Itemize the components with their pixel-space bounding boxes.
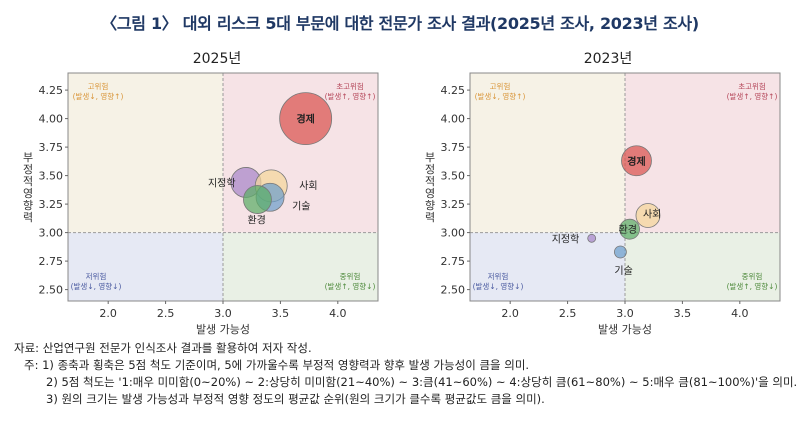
y-tick-label: 4.00 [39, 113, 64, 126]
quadrant-low-risk [68, 232, 223, 301]
x-tick-label: 2.5 [157, 307, 175, 320]
bubble-label-지정학: 지정학 [552, 233, 580, 245]
x-tick-label: 3.0 [616, 307, 634, 320]
quadrant-label-bottom_left: 저위험 [86, 272, 107, 281]
bubble-label-사회: 사회 [643, 209, 661, 221]
bubble-label-환경: 환경 [619, 223, 637, 236]
bubble-label-환경: 환경 [247, 214, 265, 227]
quadrant-label-top_right: 초고위험 [336, 82, 364, 91]
y-tick-label: 3.75 [441, 141, 466, 154]
x-axis-label: 발생 가능성 [196, 323, 250, 336]
bubble-label-지정학: 지정학 [208, 177, 236, 189]
quadrant-medium-risk [625, 232, 780, 301]
x-tick-label: 2.0 [99, 307, 117, 320]
quadrant-label-top_left: 고위험 [490, 82, 511, 91]
x-tick-label: 4.0 [731, 307, 749, 320]
quadrant-sublabel-top_left: (발생↓, 영향↑) [475, 91, 526, 101]
bubble-환경 [619, 218, 640, 240]
quadrant-sublabel-bottom_left: (발생↓, 영향↓) [473, 281, 524, 291]
bubble-charts: 고위험(발생↓, 영향↑)초고위험(발생↑, 영향↑)저위험(발생↓, 영향↓)… [23, 72, 781, 336]
quadrant-label-bottom_right: 중위험 [742, 272, 763, 281]
bubble-환경 [243, 185, 272, 214]
source-note: 자료: 산업연구원 전문가 인식조사 결과를 활용하여 저자 작성. [14, 341, 312, 355]
y-tick-label: 2.50 [39, 284, 64, 297]
bubble-label-경제: 경제 [627, 155, 645, 168]
quadrant-sublabel-bottom_right: (발생↑, 영향↓) [727, 281, 778, 291]
quadrant-label-bottom_left: 저위험 [488, 272, 509, 281]
bubble-경제 [621, 145, 652, 177]
chart-title-2025: 2025년 [192, 51, 242, 67]
y-tick-label: 4.00 [441, 113, 466, 126]
y-tick-label: 2.75 [441, 255, 466, 268]
note-3: 3) 원의 크기는 발생 가능성과 부정적 영향 정도의 평균값 순위(원의 크… [46, 392, 545, 406]
quadrant-label-top_left: 고위험 [88, 82, 109, 91]
bubble-label-기술: 기술 [614, 265, 632, 277]
y-tick-label: 3.75 [39, 141, 64, 154]
figure-title: 〈그림 1〉 대외 리스크 5대 부문에 대한 전문가 조사 결과(2025년 … [101, 14, 699, 33]
bubble-경제 [279, 92, 333, 145]
quadrant-low-risk [470, 232, 625, 301]
quadrant-medium-risk [223, 232, 378, 301]
note-2: 2) 5점 척도는 '1:매우 미미함(0~20%) ~ 2:상당히 미미함(2… [46, 375, 798, 389]
x-tick-label: 4.0 [329, 307, 347, 320]
x-tick-label: 2.5 [559, 307, 577, 320]
y-tick-label: 3.25 [39, 198, 64, 211]
quadrant-sublabel-top_right: (발생↑, 영향↑) [325, 91, 376, 101]
bubble-label-사회: 사회 [299, 180, 317, 192]
y-tick-label: 3.50 [441, 170, 466, 183]
x-tick-label: 2.0 [501, 307, 519, 320]
note-1: 주: 1) 종축과 횡축은 5점 척도 기준이며, 5에 가까울수록 부정적 영… [24, 358, 530, 372]
x-tick-label: 3.0 [214, 307, 232, 320]
bubble-기술 [614, 245, 627, 259]
bubble-label-경제: 경제 [296, 113, 314, 126]
chart-title-2023: 2023년 [583, 51, 633, 67]
x-tick-label: 3.5 [272, 307, 290, 320]
x-tick-label: 3.5 [674, 307, 692, 320]
quadrant-sublabel-top_left: (발생↓, 영향↑) [73, 91, 124, 101]
quadrant-label-top_right: 초고위험 [738, 82, 766, 91]
y-tick-label: 2.75 [39, 255, 64, 268]
y-tick-label: 3.25 [441, 198, 466, 211]
y-tick-label: 2.50 [441, 284, 466, 297]
y-tick-label: 3.00 [441, 227, 466, 240]
quadrant-sublabel-bottom_right: (발생↑, 영향↓) [325, 281, 376, 291]
quadrant-high-risk [470, 73, 625, 233]
bubble-지정학 [587, 233, 597, 243]
y-tick-label: 4.25 [441, 84, 466, 97]
x-axis-label: 발생 가능성 [598, 323, 652, 336]
bubble-label-기술: 기술 [292, 200, 310, 212]
quadrant-label-bottom_right: 중위험 [340, 272, 361, 281]
figure-notes: 자료: 산업연구원 전문가 인식조사 결과를 활용하여 저자 작성. 주: 1)… [14, 340, 797, 408]
y-tick-label: 3.50 [39, 170, 64, 183]
y-tick-label: 3.00 [39, 227, 64, 240]
quadrant-high-risk [68, 73, 223, 233]
quadrant-sublabel-bottom_left: (발생↓, 영향↓) [71, 281, 122, 291]
quadrant-sublabel-top_right: (발생↑, 영향↑) [727, 91, 778, 101]
y-tick-label: 4.25 [39, 84, 64, 97]
bubble-사회 [635, 203, 661, 228]
